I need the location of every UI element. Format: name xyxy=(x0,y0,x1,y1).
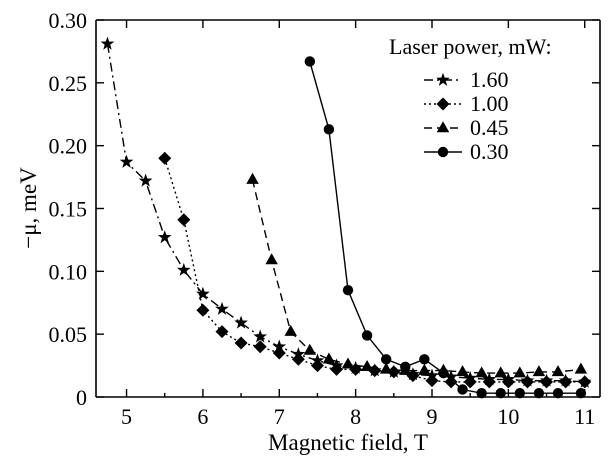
data-point-circle xyxy=(361,330,373,341)
legend-label: 1.00 xyxy=(470,91,509,116)
series-line-diamond xyxy=(164,157,585,383)
x-tick-label: 7 xyxy=(274,404,285,429)
data-point-circle xyxy=(533,388,545,399)
data-point-star xyxy=(253,329,268,343)
data-point-star xyxy=(196,286,210,300)
series-line-circle xyxy=(309,61,581,394)
data-point-star xyxy=(119,154,134,168)
data-point-circle xyxy=(323,124,335,135)
y-tick-label: 0.10 xyxy=(49,259,88,284)
data-point-circle xyxy=(552,388,564,399)
y-tick-label: 0.25 xyxy=(49,71,88,96)
data-point-diamond xyxy=(272,346,286,360)
data-point-triangle xyxy=(494,366,507,378)
legend-label: 0.30 xyxy=(470,139,509,164)
axes xyxy=(95,19,601,398)
data-point-triangle xyxy=(284,324,297,336)
data-point-circle xyxy=(380,354,392,365)
series-circle xyxy=(304,56,587,399)
x-tick-label: 11 xyxy=(574,404,595,429)
legend-label: 0.45 xyxy=(470,115,509,140)
legend-title: Laser power, mW: xyxy=(389,34,552,59)
data-point-triangle xyxy=(475,366,488,378)
data-point-diamond xyxy=(482,375,496,389)
data-point-diamond xyxy=(158,151,172,165)
legend-marker-star xyxy=(436,72,450,86)
y-tick-label: 0.15 xyxy=(49,197,88,222)
data-point-triangle xyxy=(456,365,469,377)
data-point-circle xyxy=(342,284,354,296)
data-point-star xyxy=(234,315,248,329)
series-star xyxy=(100,36,592,388)
data-point-triangle xyxy=(551,365,565,377)
data-point-triangle xyxy=(418,363,431,375)
data-point-star xyxy=(138,173,153,187)
data-point-circle xyxy=(514,388,526,399)
data-point-diamond xyxy=(177,213,191,227)
data-point-triangle xyxy=(379,362,393,374)
data-point-diamond xyxy=(215,325,229,339)
data-point-diamond xyxy=(330,362,344,376)
x-tick-label: 9 xyxy=(427,404,438,429)
data-point-star xyxy=(215,301,229,315)
data-point-diamond xyxy=(578,375,592,389)
y-tick-label: 0.05 xyxy=(49,322,88,347)
x-tick-label: 8 xyxy=(350,404,361,429)
series-triangle xyxy=(246,172,588,378)
series-line-star xyxy=(106,43,585,383)
data-point-diamond xyxy=(540,375,554,389)
data-point-triangle xyxy=(341,357,355,369)
y-axis-title: −μ, meV xyxy=(16,167,41,249)
legend-marker-circle xyxy=(437,146,449,158)
data-point-star xyxy=(100,36,115,50)
data-point-triangle xyxy=(513,366,527,378)
legend-label: 1.60 xyxy=(470,67,509,92)
data-point-diamond xyxy=(234,336,248,350)
data-point-star xyxy=(272,339,287,353)
data-point-diamond xyxy=(501,375,515,389)
data-point-diamond xyxy=(559,375,573,389)
legend-marker-triangle xyxy=(436,121,450,133)
data-point-triangle xyxy=(532,365,546,377)
data-point-diamond xyxy=(463,375,477,389)
data-point-triangle xyxy=(574,362,588,374)
data-point-circle xyxy=(476,388,487,399)
series-layer xyxy=(100,36,592,399)
series-line-triangle xyxy=(251,179,581,374)
data-point-diamond xyxy=(520,375,534,389)
data-point-circle xyxy=(304,56,316,67)
series-diamond xyxy=(158,151,592,389)
x-axis-title: Magnetic field, T xyxy=(268,430,428,455)
data-point-triangle xyxy=(322,352,336,364)
data-point-circle xyxy=(419,354,430,365)
data-point-triangle xyxy=(265,253,278,265)
data-point-circle xyxy=(438,367,449,379)
legend-marker-diamond xyxy=(436,97,450,111)
y-tick-label: 0.30 xyxy=(49,8,88,33)
y-tick-label: 0 xyxy=(76,385,87,410)
data-point-diamond xyxy=(196,303,210,317)
legend: Laser power, mW: 1.601.000.450.30 xyxy=(389,34,552,164)
data-point-circle xyxy=(457,384,468,395)
y-tick-label: 0.20 xyxy=(49,134,88,159)
data-point-diamond xyxy=(444,375,458,389)
ticks: 5 6 7 8 9 10 11 0 0.05 0.10 0.15 0.20 0.25 0.30 xyxy=(49,8,600,429)
data-point-star xyxy=(157,230,172,244)
data-point-triangle xyxy=(303,343,317,355)
data-point-circle xyxy=(495,388,506,399)
data-point-star xyxy=(176,262,191,276)
data-point-diamond xyxy=(291,352,305,366)
data-point-diamond xyxy=(387,365,401,379)
data-point-circle xyxy=(400,361,411,373)
data-point-circle xyxy=(575,388,587,399)
x-tick-label: 10 xyxy=(497,404,519,429)
data-point-diamond xyxy=(425,374,439,388)
data-point-triangle xyxy=(246,172,259,184)
x-tick-label: 6 xyxy=(197,404,208,429)
data-point-diamond xyxy=(253,340,267,354)
x-tick-label: 5 xyxy=(121,404,132,429)
data-point-diamond xyxy=(310,359,324,373)
data-point-triangle xyxy=(360,360,374,372)
